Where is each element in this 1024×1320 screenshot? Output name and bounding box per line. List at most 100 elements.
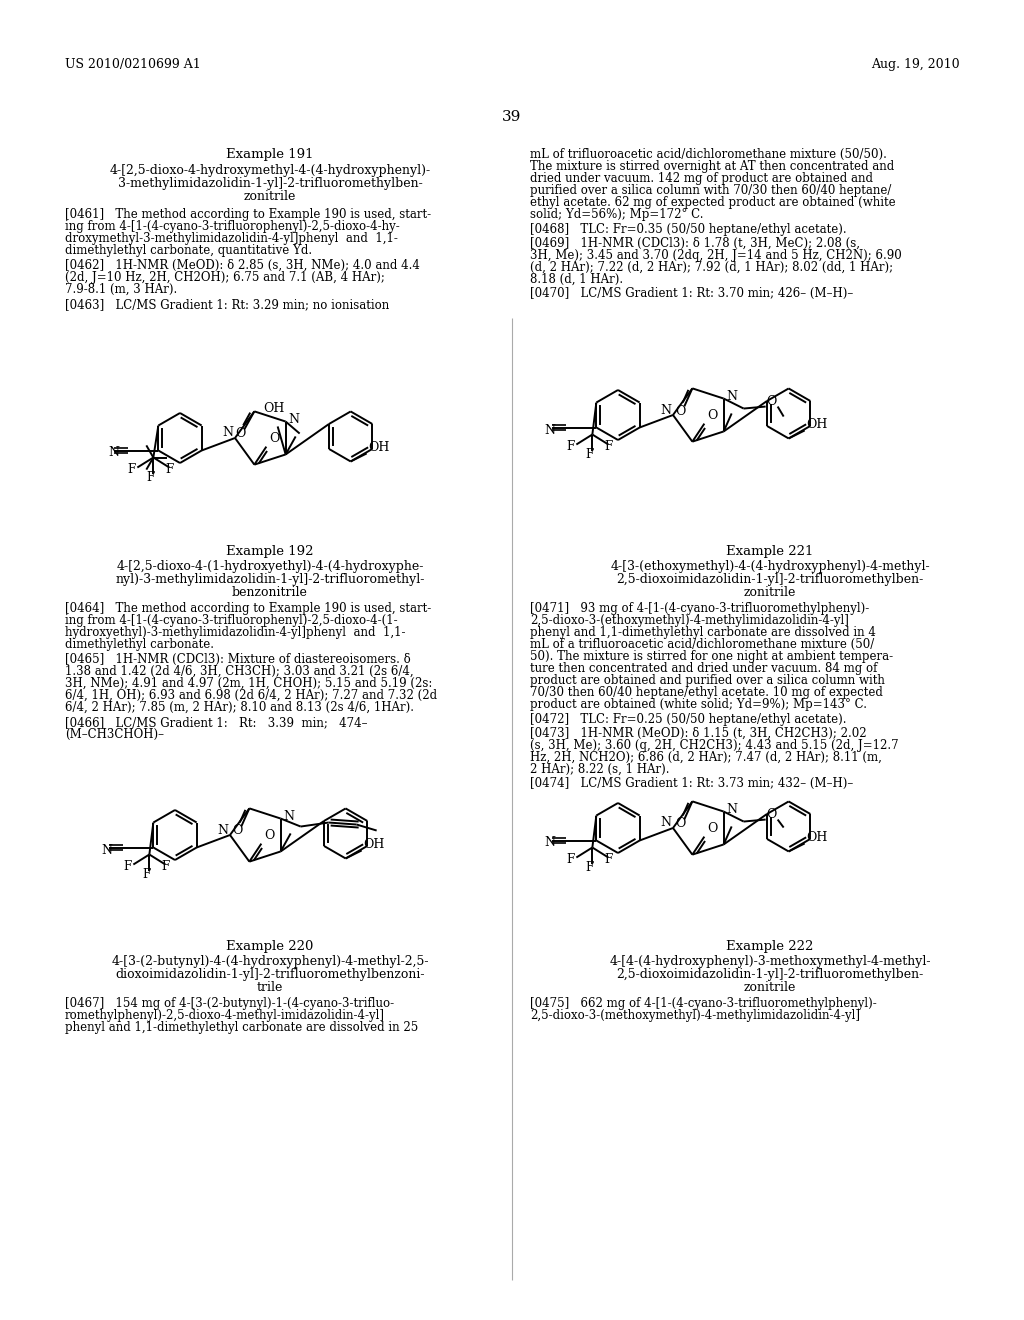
Text: OH: OH bbox=[369, 441, 390, 454]
Text: dioxoimidazolidin-1-yl]-2-trifluoromethylbenzoni-: dioxoimidazolidin-1-yl]-2-trifluoromethy… bbox=[116, 968, 425, 981]
Text: 4-[4-(4-hydroxyphenyl)-3-methoxymethyl-4-methyl-: 4-[4-(4-hydroxyphenyl)-3-methoxymethyl-4… bbox=[609, 954, 931, 968]
Text: [0469]   1H-NMR (CDCl3): δ 1.78 (t, 3H, MeC); 2.08 (s,: [0469] 1H-NMR (CDCl3): δ 1.78 (t, 3H, Me… bbox=[530, 238, 860, 249]
Text: F: F bbox=[161, 861, 170, 873]
Text: OH: OH bbox=[263, 403, 285, 414]
Text: [0462]   1H-NMR (MeOD): δ 2.85 (s, 3H, NMe); 4.0 and 4.4: [0462] 1H-NMR (MeOD): δ 2.85 (s, 3H, NMe… bbox=[65, 259, 420, 272]
Text: N: N bbox=[545, 424, 555, 437]
Text: dimethylethyl carbonate.: dimethylethyl carbonate. bbox=[65, 638, 214, 651]
Text: [0465]   1H-NMR (CDCl3): Mixture of diastereoisomers. δ: [0465] 1H-NMR (CDCl3): Mixture of diaste… bbox=[65, 653, 411, 667]
Text: 3-methylimidazolidin-1-yl]-2-trifluoromethylben-: 3-methylimidazolidin-1-yl]-2-trifluorome… bbox=[118, 177, 422, 190]
Text: mL of trifluoroacetic acid/dichloromethane mixture (50/50).: mL of trifluoroacetic acid/dichlorometha… bbox=[530, 148, 887, 161]
Text: O: O bbox=[675, 817, 685, 830]
Text: F: F bbox=[604, 853, 612, 866]
Text: Example 222: Example 222 bbox=[726, 940, 814, 953]
Text: N: N bbox=[217, 824, 228, 837]
Text: mL of a trifluoroacetic acid/dichloromethane mixture (50/: mL of a trifluoroacetic acid/dichloromet… bbox=[530, 638, 874, 651]
Text: O: O bbox=[767, 395, 777, 408]
Text: zonitrile: zonitrile bbox=[244, 190, 296, 203]
Text: F: F bbox=[146, 471, 155, 484]
Text: 4-[3-(ethoxymethyl)-4-(4-hydroxyphenyl)-4-methyl-: 4-[3-(ethoxymethyl)-4-(4-hydroxyphenyl)-… bbox=[610, 560, 930, 573]
Text: 70/30 then 60/40 heptane/ethyl acetate. 10 mg of expected: 70/30 then 60/40 heptane/ethyl acetate. … bbox=[530, 686, 883, 700]
Text: N: N bbox=[101, 843, 113, 857]
Text: N: N bbox=[222, 426, 233, 440]
Text: 3H, Me); 3.45 and 3.70 (2dq, 2H, J=14 and 5 Hz, CH2N); 6.90: 3H, Me); 3.45 and 3.70 (2dq, 2H, J=14 an… bbox=[530, 249, 902, 261]
Text: 6/4, 2 HAr); 7.85 (m, 2 HAr); 8.10 and 8.13 (2s 4/6, 1HAr).: 6/4, 2 HAr); 7.85 (m, 2 HAr); 8.10 and 8… bbox=[65, 701, 414, 714]
Text: [0471]   93 mg of 4-[1-(4-cyano-3-trifluoromethylphenyl)-: [0471] 93 mg of 4-[1-(4-cyano-3-trifluor… bbox=[530, 602, 869, 615]
Text: F: F bbox=[566, 853, 574, 866]
Text: N: N bbox=[727, 389, 737, 403]
Text: 6/4, 1H, OH); 6.93 and 6.98 (2d 6/4, 2 HAr); 7.27 and 7.32 (2d: 6/4, 1H, OH); 6.93 and 6.98 (2d 6/4, 2 H… bbox=[65, 689, 437, 702]
Text: O: O bbox=[232, 824, 243, 837]
Text: [0472]   TLC: Fr=0.25 (50/50 heptane/ethyl acetate).: [0472] TLC: Fr=0.25 (50/50 heptane/ethyl… bbox=[530, 713, 847, 726]
Text: Example 221: Example 221 bbox=[726, 545, 814, 558]
Text: [0470]   LC/MS Gradient 1: Rt: 3.70 min; 426– (M–H)–: [0470] LC/MS Gradient 1: Rt: 3.70 min; 4… bbox=[530, 286, 853, 300]
Text: O: O bbox=[264, 829, 274, 842]
Text: nyl)-3-methylimidazolidin-1-yl]-2-trifluoromethyl-: nyl)-3-methylimidazolidin-1-yl]-2-triflu… bbox=[116, 573, 425, 586]
Text: 7.9-8.1 (m, 3 HAr).: 7.9-8.1 (m, 3 HAr). bbox=[65, 282, 177, 296]
Text: O: O bbox=[269, 432, 280, 445]
Text: N: N bbox=[727, 803, 737, 816]
Text: O: O bbox=[708, 409, 718, 422]
Text: product are obtained and purified over a silica column with: product are obtained and purified over a… bbox=[530, 675, 885, 686]
Text: [0461]   The method according to Example 190 is used, start-: [0461] The method according to Example 1… bbox=[65, 209, 431, 220]
Text: F: F bbox=[586, 861, 594, 874]
Text: F: F bbox=[604, 440, 612, 453]
Text: product are obtained (white solid; Yd=9%); Mp=143° C.: product are obtained (white solid; Yd=9%… bbox=[530, 698, 867, 711]
Text: benzonitrile: benzonitrile bbox=[232, 586, 308, 599]
Text: [0463]   LC/MS Gradient 1: Rt: 3.29 min; no ionisation: [0463] LC/MS Gradient 1: Rt: 3.29 min; n… bbox=[65, 298, 389, 312]
Text: F: F bbox=[566, 440, 574, 453]
Text: F: F bbox=[165, 463, 173, 477]
Text: 2,5-dioxo-3-(methoxymethyl)-4-methylimidazolidin-4-yl]: 2,5-dioxo-3-(methoxymethyl)-4-methylimid… bbox=[530, 1008, 860, 1022]
Text: O: O bbox=[767, 808, 777, 821]
Text: N: N bbox=[109, 446, 120, 459]
Text: droxymethyl-3-methylimidazolidin-4-yl]phenyl  and  1,1-: droxymethyl-3-methylimidazolidin-4-yl]ph… bbox=[65, 232, 398, 246]
Text: phenyl and 1,1-dimethylethyl carbonate are dissolved in 25: phenyl and 1,1-dimethylethyl carbonate a… bbox=[65, 1020, 418, 1034]
Text: OH: OH bbox=[807, 418, 828, 430]
Text: 4-[2,5-dioxo-4-(1-hydroxyethyl)-4-(4-hydroxyphe-: 4-[2,5-dioxo-4-(1-hydroxyethyl)-4-(4-hyd… bbox=[117, 560, 424, 573]
Text: Example 191: Example 191 bbox=[226, 148, 313, 161]
Text: ture then concentrated and dried under vacuum. 84 mg of: ture then concentrated and dried under v… bbox=[530, 663, 878, 675]
Text: N: N bbox=[660, 404, 671, 417]
Text: 39: 39 bbox=[503, 110, 521, 124]
Text: 2,5-dioxoimidazolidin-1-yl]-2-trifluoromethylben-: 2,5-dioxoimidazolidin-1-yl]-2-trifluorom… bbox=[616, 968, 924, 981]
Text: ethyl acetate. 62 mg of expected product are obtained (white: ethyl acetate. 62 mg of expected product… bbox=[530, 195, 896, 209]
Text: O: O bbox=[708, 822, 718, 836]
Text: 50). The mixture is stirred for one night at ambient tempera-: 50). The mixture is stirred for one nigh… bbox=[530, 649, 893, 663]
Text: [0474]   LC/MS Gradient 1: Rt: 3.73 min; 432– (M–H)–: [0474] LC/MS Gradient 1: Rt: 3.73 min; 4… bbox=[530, 777, 853, 789]
Text: O: O bbox=[675, 405, 685, 418]
Text: purified over a silica column with 70/30 then 60/40 heptane/: purified over a silica column with 70/30… bbox=[530, 183, 891, 197]
Text: ing from 4-[1-(4-cyano-3-trifluorophenyl)-2,5-dioxo-4-hy-: ing from 4-[1-(4-cyano-3-trifluorophenyl… bbox=[65, 220, 399, 234]
Text: 1.38 and 1.42 (2d 4/6, 3H, CH3CH); 3.03 and 3.21 (2s 6/4,: 1.38 and 1.42 (2d 4/6, 3H, CH3CH); 3.03 … bbox=[65, 665, 414, 678]
Text: [0475]   662 mg of 4-[1-(4-cyano-3-trifluoromethylphenyl)-: [0475] 662 mg of 4-[1-(4-cyano-3-trifluo… bbox=[530, 997, 877, 1010]
Text: O: O bbox=[236, 426, 246, 440]
Text: dimethylethyl carbonate, quantitative Yd.: dimethylethyl carbonate, quantitative Yd… bbox=[65, 244, 312, 257]
Text: (2d, J=10 Hz, 2H, CH2OH); 6.75 and 7.1 (AB, 4 HAr);: (2d, J=10 Hz, 2H, CH2OH); 6.75 and 7.1 (… bbox=[65, 271, 385, 284]
Text: zonitrile: zonitrile bbox=[743, 981, 797, 994]
Text: Example 192: Example 192 bbox=[226, 545, 313, 558]
Text: [0464]   The method according to Example 190 is used, start-: [0464] The method according to Example 1… bbox=[65, 602, 431, 615]
Text: [0468]   TLC: Fr=0.35 (50/50 heptane/ethyl acetate).: [0468] TLC: Fr=0.35 (50/50 heptane/ethyl… bbox=[530, 223, 847, 236]
Text: trile: trile bbox=[257, 981, 284, 994]
Text: (M–CH3CHOH)–: (M–CH3CHOH)– bbox=[65, 729, 164, 741]
Text: zonitrile: zonitrile bbox=[743, 586, 797, 599]
Text: [0473]   1H-NMR (MeOD): δ 1.15 (t, 3H, CH2CH3); 2.02: [0473] 1H-NMR (MeOD): δ 1.15 (t, 3H, CH2… bbox=[530, 727, 866, 741]
Text: N: N bbox=[660, 817, 671, 829]
Text: (d, 2 HAr); 7.22 (d, 2 HAr); 7.92 (d, 1 HAr); 8.02 (dd, 1 HAr);: (d, 2 HAr); 7.22 (d, 2 HAr); 7.92 (d, 1 … bbox=[530, 261, 893, 275]
Text: The mixture is stirred overnight at AT then concentrated and: The mixture is stirred overnight at AT t… bbox=[530, 160, 894, 173]
Text: phenyl and 1,1-dimethylethyl carbonate are dissolved in 4: phenyl and 1,1-dimethylethyl carbonate a… bbox=[530, 626, 876, 639]
Text: 4-[3-(2-butynyl)-4-(4-hydroxyphenyl)-4-methyl-2,5-: 4-[3-(2-butynyl)-4-(4-hydroxyphenyl)-4-m… bbox=[112, 954, 429, 968]
Text: [0466]   LC/MS Gradient 1:   Rt:   3.39  min;   474–: [0466] LC/MS Gradient 1: Rt: 3.39 min; 4… bbox=[65, 715, 368, 729]
Text: N: N bbox=[284, 810, 295, 824]
Text: F: F bbox=[127, 463, 135, 477]
Text: OH: OH bbox=[807, 832, 828, 843]
Text: romethylphenyl)-2,5-dioxo-4-methyl-imidazolidin-4-yl]: romethylphenyl)-2,5-dioxo-4-methyl-imida… bbox=[65, 1008, 385, 1022]
Text: Example 220: Example 220 bbox=[226, 940, 313, 953]
Text: F: F bbox=[586, 447, 594, 461]
Text: ing from 4-[1-(4-cyano-3-trifluorophenyl)-2,5-dioxo-4-(1-: ing from 4-[1-(4-cyano-3-trifluorophenyl… bbox=[65, 614, 397, 627]
Text: US 2010/0210699 A1: US 2010/0210699 A1 bbox=[65, 58, 201, 71]
Text: Aug. 19, 2010: Aug. 19, 2010 bbox=[871, 58, 961, 71]
Text: F: F bbox=[142, 869, 151, 880]
Text: 4-[2,5-dioxo-4-hydroxymethyl-4-(4-hydroxyphenyl)-: 4-[2,5-dioxo-4-hydroxymethyl-4-(4-hydrox… bbox=[110, 164, 430, 177]
Text: F: F bbox=[123, 861, 131, 873]
Text: 8.18 (d, 1 HAr).: 8.18 (d, 1 HAr). bbox=[530, 273, 624, 286]
